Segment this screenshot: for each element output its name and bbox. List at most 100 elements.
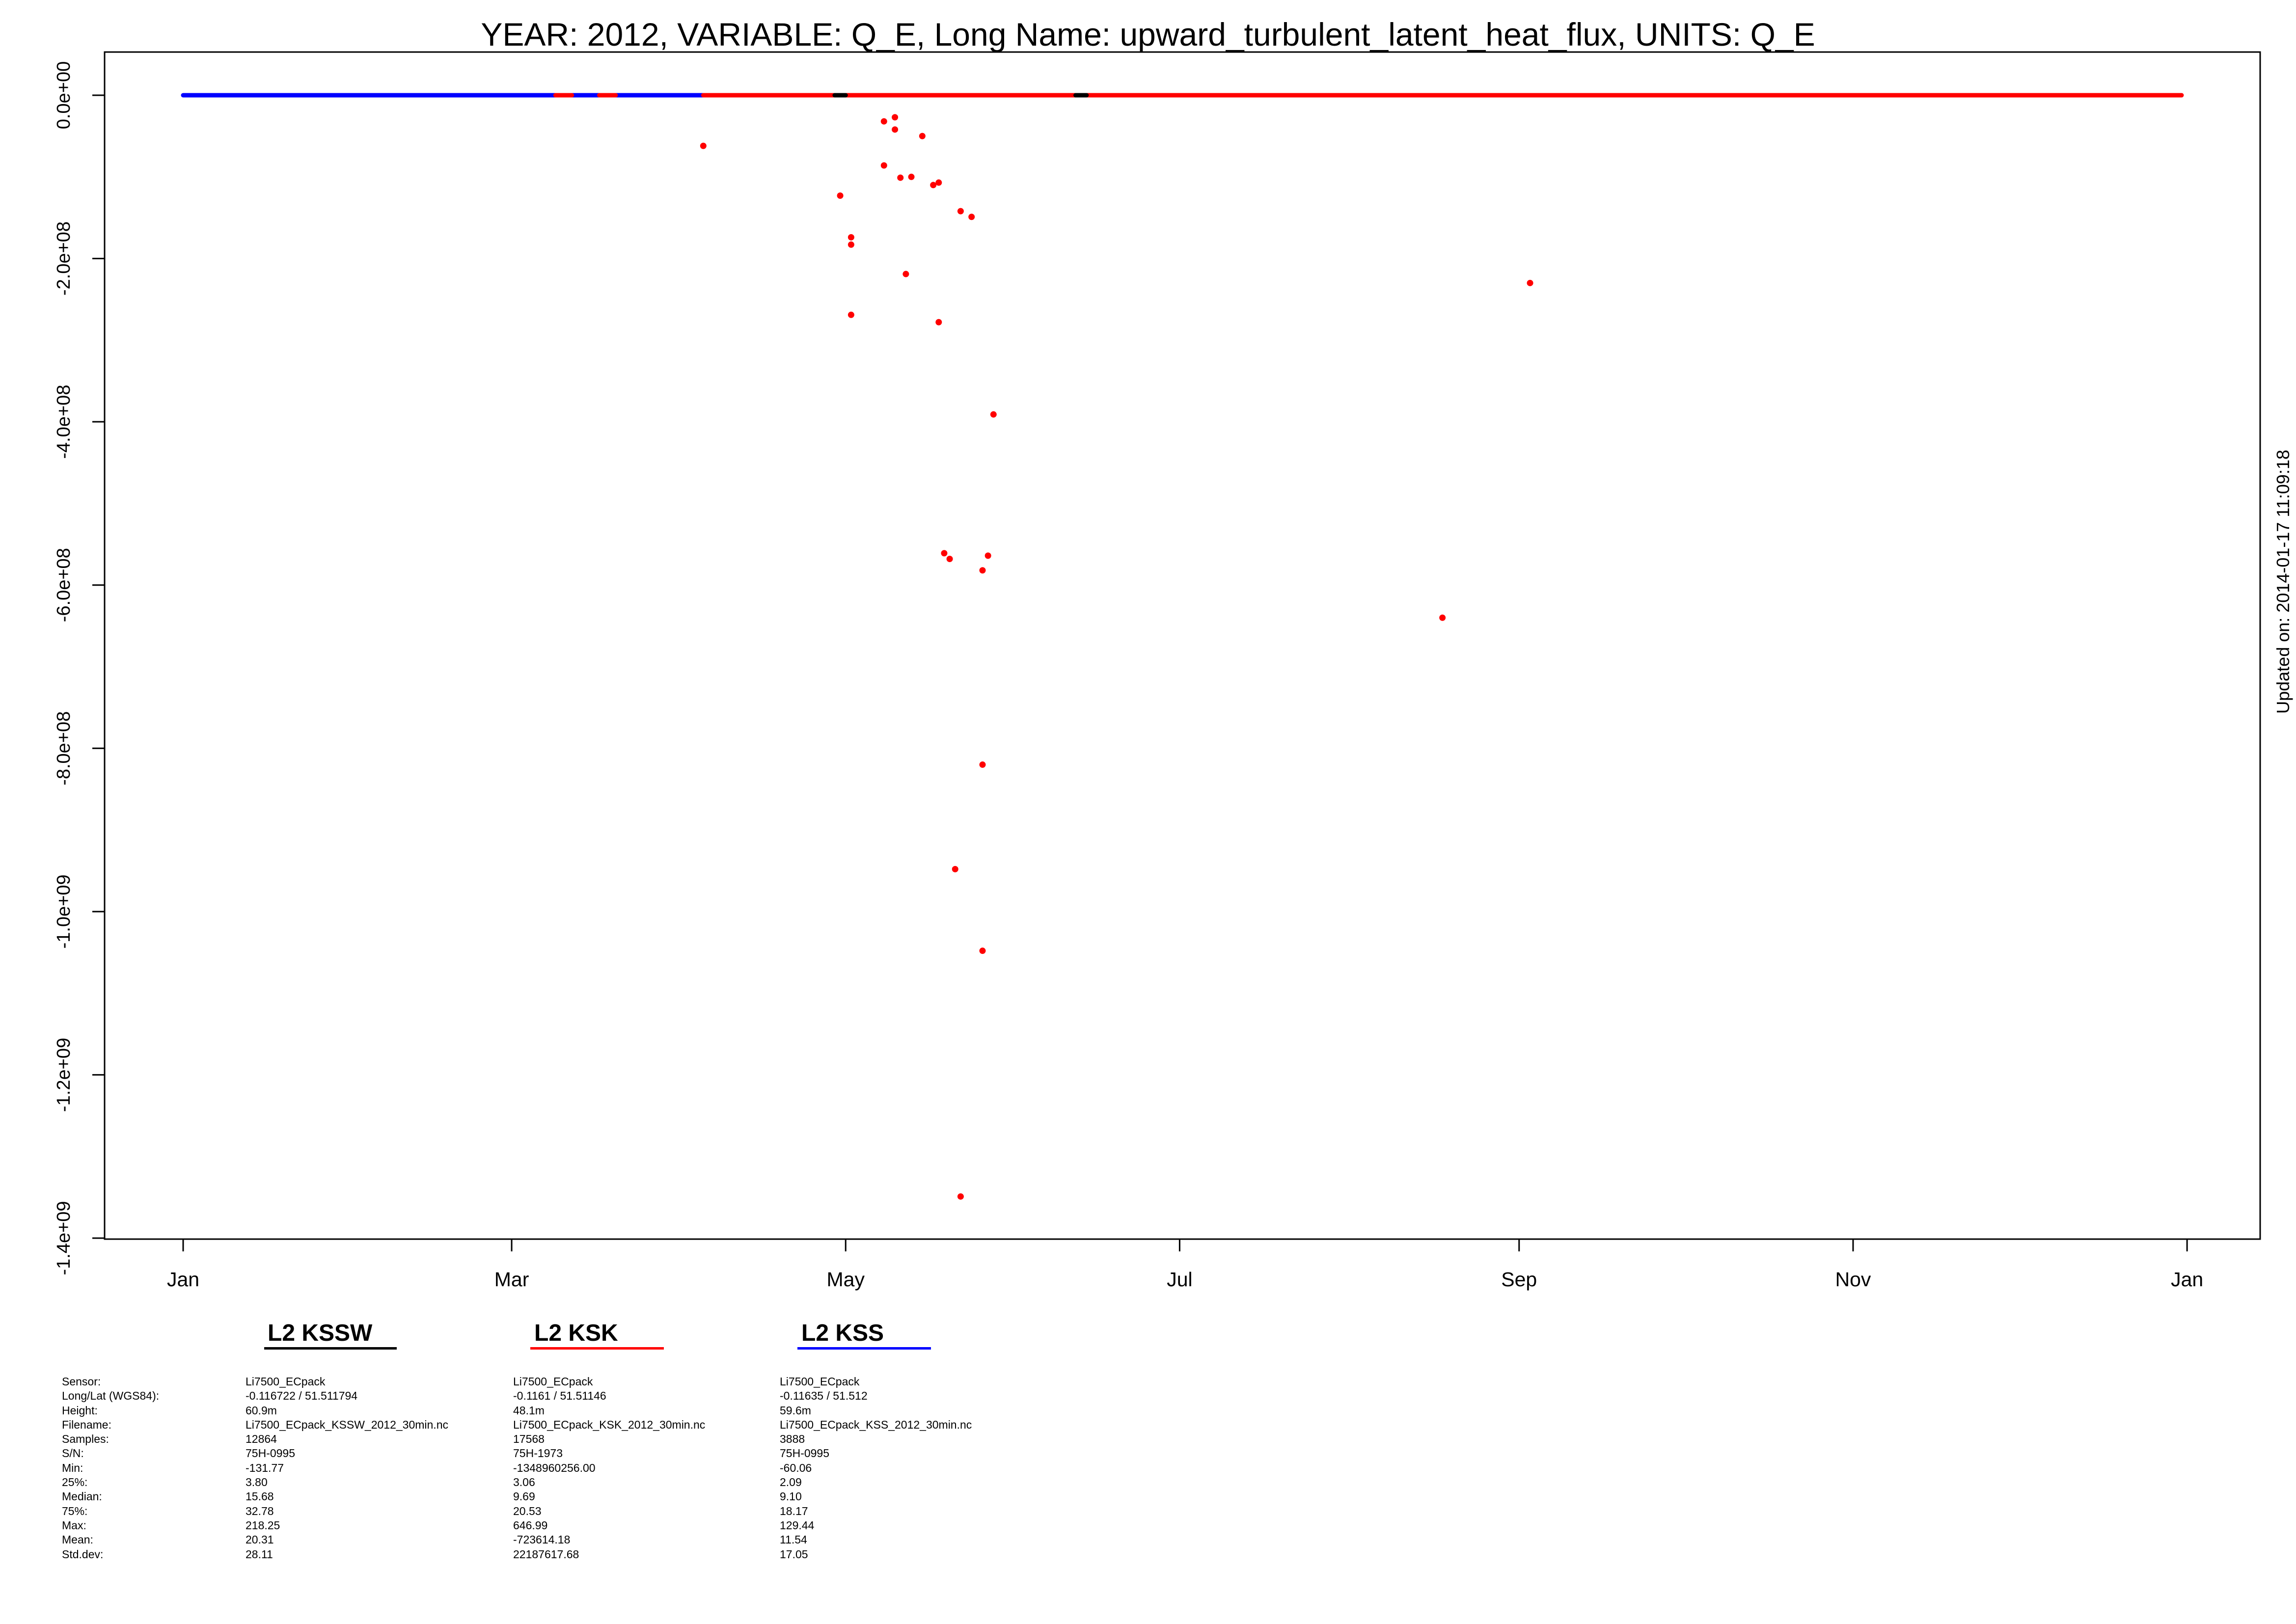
info-cell: Li7500_ECpack_KSSW_2012_30min.nc — [246, 1418, 448, 1431]
data-point-l2-ksk — [935, 179, 942, 186]
plot-frame — [104, 51, 2261, 1240]
info-cell: 129.44 — [780, 1518, 815, 1532]
data-point-l2-ksk — [837, 192, 844, 199]
data-point-l2-ksk — [908, 173, 915, 180]
info-cell: -0.116722 / 51.511794 — [246, 1389, 358, 1403]
data-point-l2-ksk — [892, 126, 899, 133]
x-tick-label: Jan — [167, 1268, 199, 1291]
info-cell: -0.11635 / 51.512 — [780, 1389, 868, 1403]
info-cell: Min: — [62, 1461, 83, 1474]
data-point-l2-ksk — [946, 556, 953, 563]
info-cell: 25%: — [62, 1476, 88, 1489]
info-cell: -1348960256.00 — [513, 1461, 596, 1474]
data-point-l2-ksk — [847, 234, 854, 241]
data-point-l2-ksk — [979, 567, 986, 574]
info-cell: Mean: — [62, 1533, 93, 1546]
data-point-l2-ksk — [935, 319, 942, 325]
data-point-l2-ksk — [919, 133, 926, 139]
info-cell: 9.10 — [780, 1490, 802, 1503]
data-point-l2-ksk — [847, 241, 854, 248]
info-cell: Std.dev: — [62, 1547, 104, 1561]
info-row-labels: Sensor: Long/Lat (WGS84): Height: Filename:… — [62, 1375, 159, 1562]
y-axis: 0.0e+00 -2.0e+08 -4.0e+08 -6.0e+08 -8.0e+08 -… — [54, 61, 106, 1275]
info-cell: Long/Lat (WGS84): — [62, 1389, 160, 1403]
data-point-l2-ksk — [952, 866, 958, 872]
info-cell: 3.80 — [246, 1476, 268, 1489]
y-tick-label: -6.0e+08 — [54, 548, 74, 622]
info-cell: 11.54 — [780, 1533, 807, 1546]
info-cell: 75%: — [62, 1504, 88, 1517]
info-cell: -0.1161 / 51.51146 — [513, 1389, 606, 1403]
info-cell: 18.17 — [780, 1504, 808, 1517]
info-cell: 20.53 — [513, 1504, 542, 1517]
data-point-l2-ksk — [979, 947, 986, 954]
data-point-l2-ksk — [957, 208, 964, 215]
info-cell: 12864 — [246, 1433, 277, 1446]
info-cell: 48.1m — [513, 1404, 545, 1417]
info-cell: Samples: — [62, 1433, 109, 1446]
info-cell: Median: — [62, 1490, 102, 1503]
x-tick-label: Jan — [2171, 1268, 2203, 1291]
info-cell: 17568 — [513, 1433, 545, 1446]
data-point-l2-ksk — [897, 174, 904, 181]
data-point-l2-ksk — [880, 118, 887, 125]
legend-label-kssw: L2 KSSW — [268, 1320, 373, 1346]
info-cell: 32.78 — [246, 1504, 274, 1517]
info-cell: 218.25 — [246, 1518, 280, 1532]
info-column-kssw: Li7500_ECpack -0.116722 / 51.511794 60.9m… — [246, 1375, 448, 1562]
info-cell: Max: — [62, 1518, 86, 1532]
data-point-l2-ksk — [979, 761, 986, 768]
y-tick-label: 0.0e+00 — [54, 61, 74, 129]
info-cell: 75H-0995 — [246, 1447, 296, 1460]
data-point-l2-ksk — [941, 550, 948, 557]
y-tick-label: -2.0e+08 — [54, 221, 74, 296]
info-cell: Li7500_ECpack — [246, 1375, 326, 1388]
info-cell: 3888 — [780, 1433, 805, 1446]
info-cell: 9.69 — [513, 1490, 535, 1503]
info-cell: Li7500_ECpack — [513, 1375, 593, 1388]
legend-swatch-kssw — [264, 1347, 397, 1350]
info-cell: 3.06 — [513, 1476, 535, 1489]
x-tick-label: Jul — [1167, 1268, 1192, 1291]
legend-label-kss: L2 KSS — [801, 1320, 884, 1346]
y-tick-label: -1.4e+09 — [54, 1201, 74, 1275]
legend-swatch-kss — [797, 1347, 931, 1350]
x-tick-label: May — [826, 1268, 865, 1291]
data-point-l2-ksk — [1439, 614, 1446, 621]
updated-timestamp: Updated on: 2014-01-17 11:09:18 — [2273, 450, 2293, 714]
data-point-l2-ksk — [902, 271, 909, 277]
info-cell: 59.6m — [780, 1404, 811, 1417]
info-cell: 20.31 — [246, 1533, 274, 1546]
info-cell: 646.99 — [513, 1518, 548, 1532]
info-cell: 17.05 — [780, 1547, 808, 1561]
series-l2-ksk — [553, 93, 2184, 1200]
info-cell: 28.11 — [246, 1547, 273, 1561]
y-tick-label: -1.0e+09 — [54, 874, 74, 948]
info-cell: 22187617.68 — [513, 1547, 579, 1561]
legend-label-ksk: L2 KSK — [534, 1320, 618, 1346]
info-cell: 75H-0995 — [780, 1447, 830, 1460]
x-tick-label: Mar — [494, 1268, 529, 1291]
info-column-kss: Li7500_ECpack -0.11635 / 51.512 59.6m Li75… — [780, 1375, 972, 1562]
info-cell: 2.09 — [780, 1476, 802, 1489]
data-point-l2-ksk — [968, 214, 975, 220]
info-cell: Li7500_ECpack_KSK_2012_30min.nc — [513, 1418, 706, 1431]
data-point-l2-ksk — [892, 114, 899, 121]
legend-swatch-ksk — [530, 1347, 664, 1350]
data-point-l2-ksk — [847, 311, 854, 318]
data-point-l2-ksk — [984, 552, 991, 559]
info-cell: Sensor: — [62, 1375, 101, 1388]
chart-title: YEAR: 2012, VARIABLE: Q_E, Long Name: up… — [481, 16, 1815, 53]
info-column-ksk: Li7500_ECpack -0.1161 / 51.51146 48.1m Li7… — [513, 1375, 705, 1562]
data-point-l2-ksk — [700, 142, 707, 149]
series-layer — [181, 93, 2184, 1200]
x-tick-label: Sep — [1501, 1268, 1537, 1291]
data-point-l2-ksk — [880, 162, 887, 169]
x-tick-label: Nov — [1835, 1268, 1871, 1291]
data-point-l2-ksk — [1527, 279, 1533, 286]
x-axis: Jan Mar May Jul Sep Nov Jan — [167, 1238, 2203, 1291]
data-point-l2-ksk — [930, 182, 937, 189]
data-point-l2-ksk — [957, 1193, 964, 1200]
info-cell: Filename: — [62, 1418, 111, 1431]
